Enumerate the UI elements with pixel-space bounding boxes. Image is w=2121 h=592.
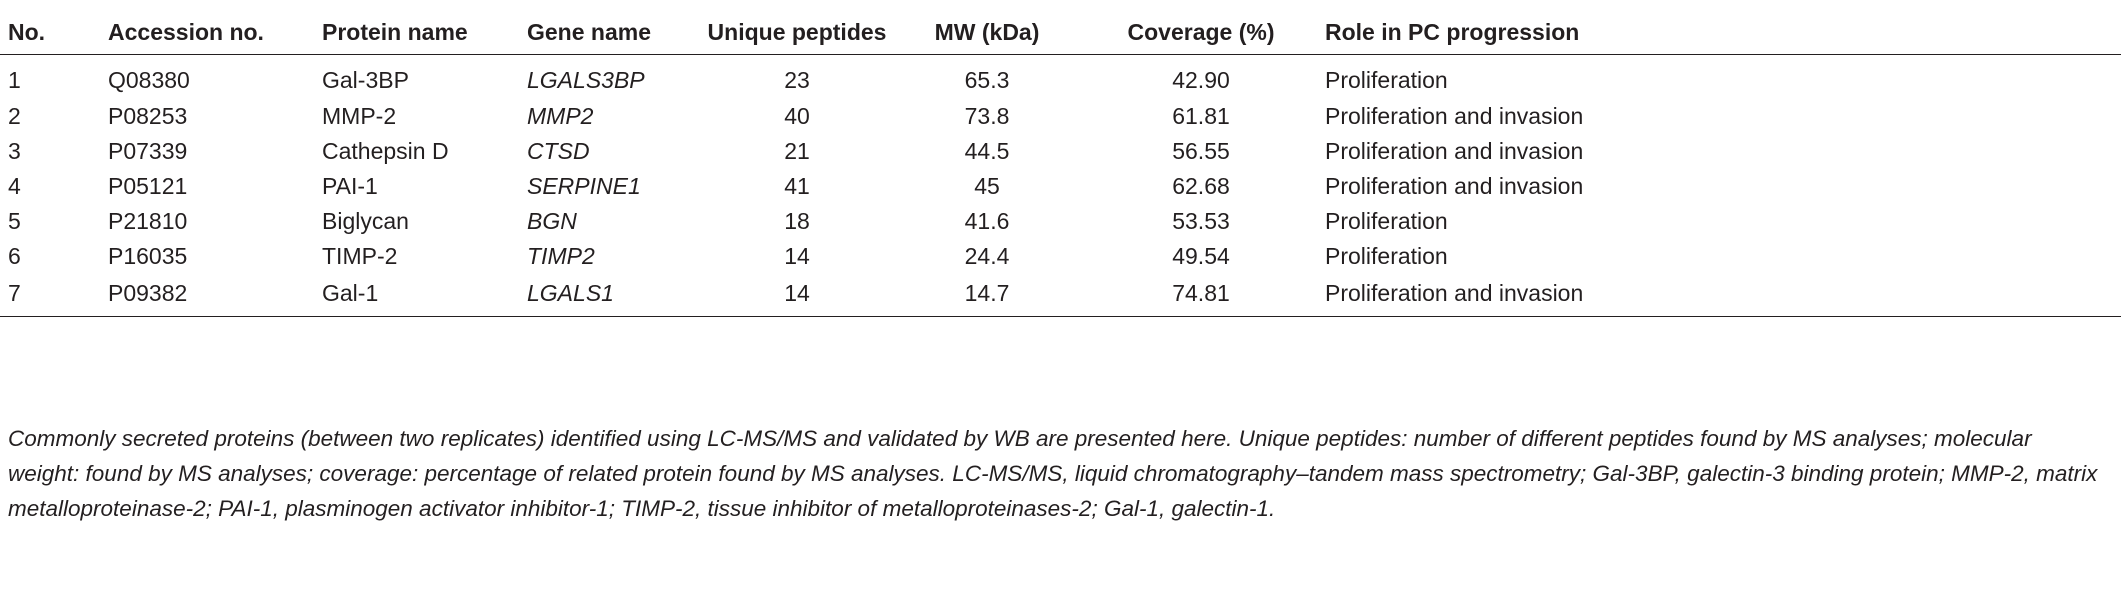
header-accession: Accession no.: [108, 18, 264, 45]
cell-no: 5: [8, 208, 21, 234]
cell-unique-peptides: 41: [784, 173, 810, 199]
cell-role: Proliferation and invasion: [1325, 103, 1584, 129]
cell-unique-peptides: 21: [784, 138, 810, 164]
table-row: 4 P05121 PAI-1 SERPINE1 41 45 62.68 Prol…: [0, 169, 2121, 204]
cell-coverage: 74.81: [1172, 279, 1230, 306]
cell-gene-name: TIMP2: [527, 243, 595, 269]
header-role: Role in PC progression: [1325, 18, 1580, 45]
cell-coverage: 53.53: [1172, 208, 1230, 234]
cell-protein-name: Gal-3BP: [322, 66, 409, 93]
cell-unique-peptides: 18: [784, 208, 810, 234]
cell-mw: 24.4: [964, 243, 1010, 269]
cell-accession: P08253: [108, 103, 188, 129]
cell-coverage: 61.81: [1172, 103, 1230, 129]
header-coverage: Coverage (%): [1127, 18, 1275, 45]
cell-mw: 73.8: [964, 103, 1010, 129]
header-mw: MW (kDa): [934, 18, 1040, 45]
cell-accession: P21810: [108, 208, 188, 234]
cell-role: Proliferation and invasion: [1325, 279, 1584, 306]
header-gene-name: Gene name: [527, 18, 651, 45]
cell-accession: P16035: [108, 243, 188, 269]
cell-protein-name: PAI-1: [322, 173, 378, 199]
cell-gene-name: BGN: [527, 208, 577, 234]
cell-role: Proliferation: [1325, 243, 1448, 269]
table-row: 3 P07339 Cathepsin D CTSD 21 44.5 56.55 …: [0, 134, 2121, 169]
cell-coverage: 49.54: [1172, 243, 1230, 269]
cell-accession: P05121: [108, 173, 188, 199]
cell-protein-name: Gal-1: [322, 279, 379, 306]
cell-unique-peptides: 23: [784, 66, 810, 93]
header-protein-name: Protein name: [322, 18, 468, 45]
cell-mw: 65.3: [964, 66, 1010, 93]
cell-mw: 44.5: [964, 138, 1010, 164]
cell-accession: P07339: [108, 138, 188, 164]
cell-no: 1: [8, 66, 21, 93]
table-row: 1 Q08380 Gal-3BP LGALS3BP 23 65.3 42.90 …: [0, 55, 2121, 100]
header-unique-peptides: Unique peptides: [707, 18, 887, 45]
cell-accession: Q08380: [108, 66, 190, 93]
table-footnote: Commonly secreted proteins (between two …: [8, 425, 2098, 521]
cell-no: 7: [8, 279, 21, 306]
cell-mw: 45: [974, 173, 1000, 199]
cell-coverage: 56.55: [1172, 138, 1230, 164]
table-row: 5 P21810 Biglycan BGN 18 41.6 53.53 Prol…: [0, 204, 2121, 239]
cell-unique-peptides: 40: [784, 103, 810, 129]
header-no: No.: [8, 18, 46, 45]
cell-gene-name: LGALS3BP: [527, 66, 645, 93]
cell-role: Proliferation and invasion: [1325, 173, 1584, 199]
cell-gene-name: LGALS1: [527, 279, 614, 306]
cell-protein-name: Cathepsin D: [322, 138, 449, 164]
cell-role: Proliferation and invasion: [1325, 138, 1584, 164]
cell-no: 3: [8, 138, 21, 164]
cell-unique-peptides: 14: [784, 243, 810, 269]
cell-no: 2: [8, 103, 21, 129]
cell-gene-name: MMP2: [527, 103, 594, 129]
cell-mw: 41.6: [964, 208, 1010, 234]
cell-role: Proliferation: [1325, 208, 1448, 234]
cell-gene-name: SERPINE1: [527, 173, 641, 199]
table-row: 7 P09382 Gal-1 LGALS1 14 14.7 74.81 Prol…: [0, 274, 2121, 317]
cell-coverage: 62.68: [1172, 173, 1230, 199]
table-row: 2 P08253 MMP-2 MMP2 40 73.8 61.81 Prolif…: [0, 99, 2121, 134]
cell-unique-peptides: 14: [784, 279, 810, 306]
cell-accession: P09382: [108, 279, 188, 306]
cell-gene-name: CTSD: [527, 138, 590, 164]
cell-protein-name: TIMP-2: [322, 243, 398, 269]
cell-no: 6: [8, 243, 21, 269]
cell-no: 4: [8, 173, 21, 199]
table-row: 6 P16035 TIMP-2 TIMP2 14 24.4 49.54 Prol…: [0, 239, 2121, 274]
table-header-row: No. Accession no. Protein name Gene name…: [0, 10, 2121, 55]
cell-protein-name: MMP-2: [322, 103, 397, 129]
cell-mw: 14.7: [964, 279, 1010, 306]
cell-protein-name: Biglycan: [322, 208, 409, 234]
cell-role: Proliferation: [1325, 66, 1448, 93]
cell-coverage: 42.90: [1172, 66, 1230, 93]
protein-table: No. Accession no. Protein name Gene name…: [0, 10, 2121, 317]
